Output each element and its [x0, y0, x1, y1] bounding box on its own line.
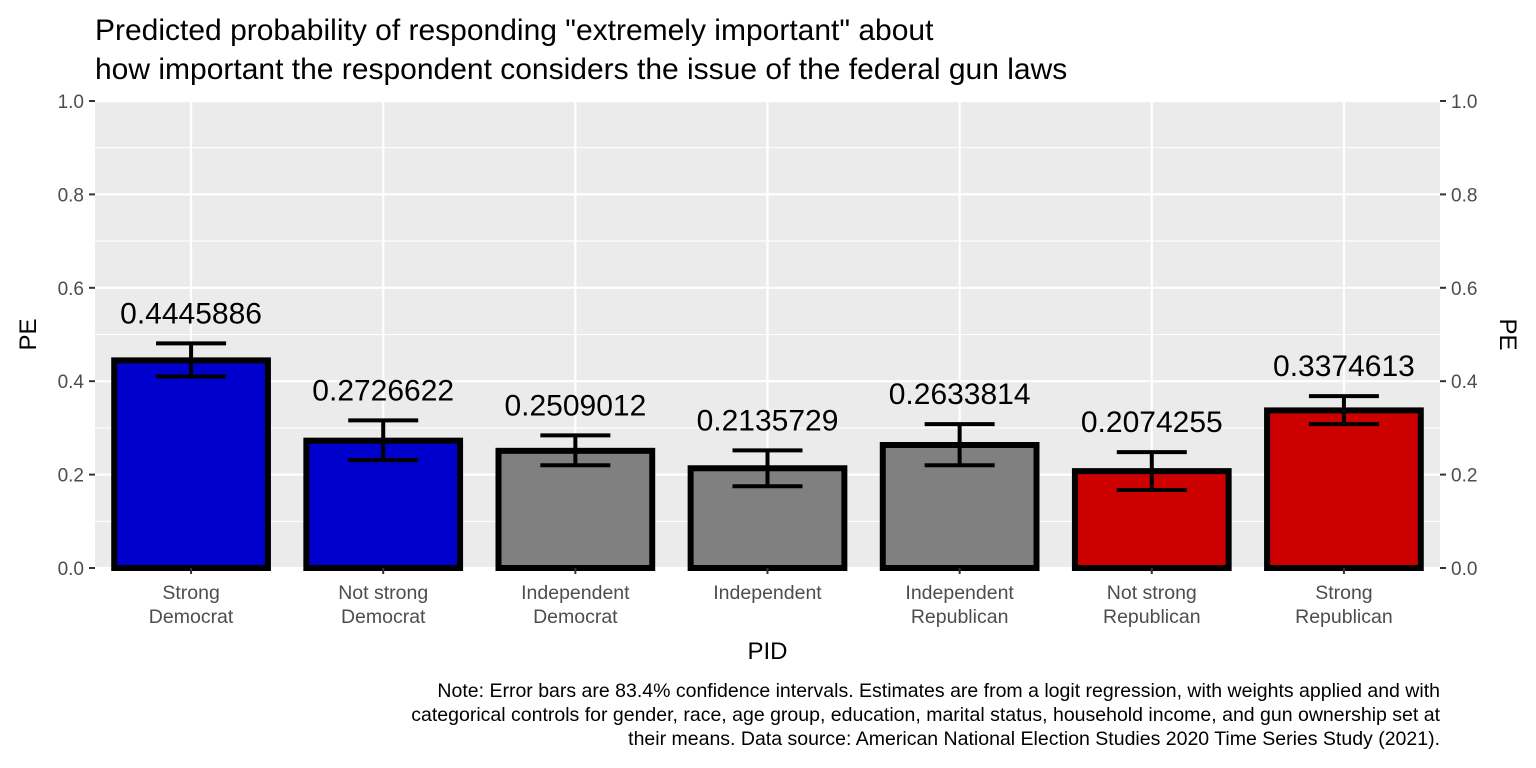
x-tick-label-line: Independent [713, 582, 822, 604]
x-tick-label-line: Republican [1295, 606, 1393, 628]
x-tick-label-line: Strong [1315, 582, 1372, 604]
y-axis-right: 0.0 0.2 0.4 0.6 0.8 1.0 [1440, 92, 1478, 580]
x-tick-label: Not strong Democrat [338, 582, 428, 628]
y-tick-label: 0.8 [58, 185, 84, 206]
chart-note-line-2: categorical controls for gender, race, a… [411, 704, 1440, 726]
bar [111, 357, 271, 572]
error-bar [1308, 394, 1379, 427]
chart-title: Predicted probability of responding "ext… [95, 14, 1067, 86]
bar [495, 447, 656, 571]
x-tick-label-line: Democrat [149, 606, 234, 628]
y-tick-label: 1.0 [1451, 92, 1477, 113]
x-tick-label: Independent Republican [905, 582, 1014, 628]
x-tick-label: Strong Republican [1295, 582, 1393, 628]
y-tick-label: 0.4 [58, 372, 85, 393]
y-tick-label: 0.8 [1451, 185, 1477, 206]
chart-note: Note: Error bars are 83.4% confidence in… [411, 680, 1440, 750]
x-tick-label-line: Republican [1103, 606, 1201, 628]
x-tick-label-line: Strong [162, 582, 219, 604]
chart-title-line-1: Predicted probability of responding "ext… [95, 14, 934, 47]
bar-value-label: 0.2135729 [697, 404, 839, 437]
error-bar [156, 341, 227, 379]
y-tick-label: 0.4 [1451, 372, 1478, 393]
x-tick-label: Independent [713, 582, 822, 604]
chart-title-line-2: how important the respondent considers t… [95, 53, 1067, 86]
error-bars [156, 341, 1379, 493]
x-tick-label-line: Republican [911, 606, 1009, 628]
x-tick-label-line: Democrat [533, 606, 618, 628]
y-tick-label: 0.2 [58, 466, 84, 487]
chart-note-line-3: their means. Data source: American Natio… [628, 728, 1440, 750]
bar-value-label: 0.2074255 [1081, 406, 1223, 439]
bar-value-label: 0.2633814 [889, 378, 1031, 411]
x-tick-label: Not strong Republican [1103, 582, 1201, 628]
y-axis-title-right: PE [1494, 318, 1521, 350]
y-tick-label: 0.0 [58, 559, 84, 580]
error-bar [1116, 450, 1187, 493]
y-tick-label: 0.6 [1451, 279, 1477, 300]
bar-value-label: 0.3374613 [1273, 350, 1415, 383]
x-tick-label-line: Democrat [341, 606, 426, 628]
x-tick-label-line: Independent [521, 582, 630, 604]
x-tick-label-line: Independent [905, 582, 1014, 604]
bar-value-labels: 0.4445886 0.2726622 0.2509012 0.2135729 0.26… [120, 297, 1415, 439]
y-tick-label: 0.2 [1451, 466, 1477, 487]
x-tick-label-line: Not strong [338, 582, 428, 604]
x-tick-label: Strong Democrat [149, 582, 234, 628]
x-axis-title: PID [747, 638, 787, 665]
error-bar [732, 448, 803, 489]
y-axis-left: 0.0 0.2 0.4 0.6 0.8 1.0 [58, 92, 95, 580]
bar-value-label: 0.4445886 [120, 297, 262, 330]
bar [1264, 407, 1424, 571]
x-tick-label: Independent Democrat [521, 582, 630, 628]
bar-value-label: 0.2509012 [504, 389, 646, 422]
chart-note-line-1: Note: Error bars are 83.4% confidence in… [437, 680, 1440, 702]
y-axis-title-left: PE [15, 318, 42, 350]
y-tick-label: 0.6 [58, 279, 84, 300]
error-bar [540, 433, 611, 468]
bar-value-label: 0.2726622 [312, 374, 454, 407]
y-tick-label: 0.0 [1451, 559, 1477, 580]
y-tick-label: 1.0 [58, 92, 84, 113]
error-bar [348, 418, 419, 463]
x-tick-label-line: Not strong [1107, 582, 1197, 604]
error-bar [924, 422, 995, 468]
